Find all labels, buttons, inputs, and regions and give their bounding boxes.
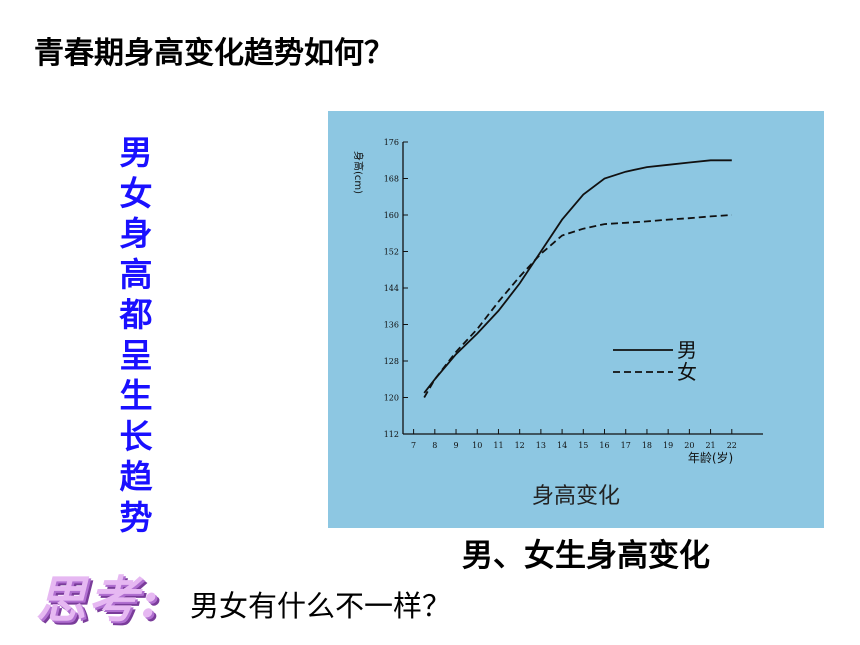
y-tick-label: 128	[384, 357, 399, 366]
side-text-char: 女	[119, 173, 153, 213]
height-chart-svg: 112 120 128 136 144 152 160 168 176 7 8 9 10 11 12 13 14…	[352, 138, 763, 509]
x-tick-label: 10	[472, 441, 482, 450]
think-question: 男女有什么不一样？	[190, 589, 452, 623]
x-tick-label: 13	[536, 441, 546, 450]
x-tick-label: 18	[642, 441, 652, 450]
x-tick-label: 12	[515, 441, 525, 450]
x-tick-label: 11	[493, 441, 503, 450]
y-tick-label: 176	[384, 138, 399, 147]
x-tick-label: 15	[578, 441, 588, 450]
side-text-char: 都	[119, 295, 153, 334]
side-text-char: 身	[119, 214, 153, 253]
side-text-char: 呈	[119, 335, 153, 375]
y-tick-label: 112	[384, 430, 399, 439]
side-text-char: 男	[119, 133, 153, 172]
x-tick-label: 17	[621, 441, 631, 450]
x-tick-label: 14	[557, 441, 567, 450]
y-tick-label: 136	[384, 321, 399, 330]
height-chart: 112 120 128 136 144 152 160 168 176 7 8 9 10 11 12 13 14…	[328, 111, 824, 528]
chart-title: 身高变化	[532, 484, 620, 509]
x-tick-label: 20	[684, 441, 694, 450]
y-tick-label: 120	[384, 394, 399, 403]
x-tick-label: 8	[432, 441, 437, 450]
legend-label: 男	[677, 338, 697, 362]
x-tick-label: 16	[599, 441, 609, 450]
x-axis-label: 年龄(岁)	[688, 450, 733, 465]
side-text-char: 长	[119, 416, 153, 456]
x-tick-label: 9	[453, 441, 458, 450]
side-text-char: 趋	[119, 457, 153, 496]
series-line-female	[423, 214, 732, 398]
x-tick-label: 19	[663, 441, 673, 450]
side-text-char: 高	[119, 254, 153, 294]
x-tick-label: 7	[411, 441, 416, 450]
y-tick-label: 144	[384, 284, 399, 293]
y-axis-label: 身高(cm)	[352, 151, 365, 194]
legend-label: 女	[677, 360, 697, 384]
side-vertical-text: 男女身高都呈生长趋势	[118, 133, 154, 538]
y-tick-label: 160	[384, 211, 399, 220]
side-text-char: 势	[119, 497, 153, 537]
page-heading: 青春期身高变化趋势如何？	[34, 36, 394, 71]
chart-caption: 男、女生身高变化	[462, 538, 710, 574]
y-tick-label: 168	[384, 175, 399, 184]
think-label: 思考:	[36, 570, 161, 629]
x-tick-label: 21	[705, 441, 715, 450]
x-tick-label: 22	[727, 441, 737, 450]
side-text-char: 生	[119, 376, 153, 415]
y-tick-label: 152	[384, 248, 399, 257]
series-line-male	[423, 159, 732, 394]
